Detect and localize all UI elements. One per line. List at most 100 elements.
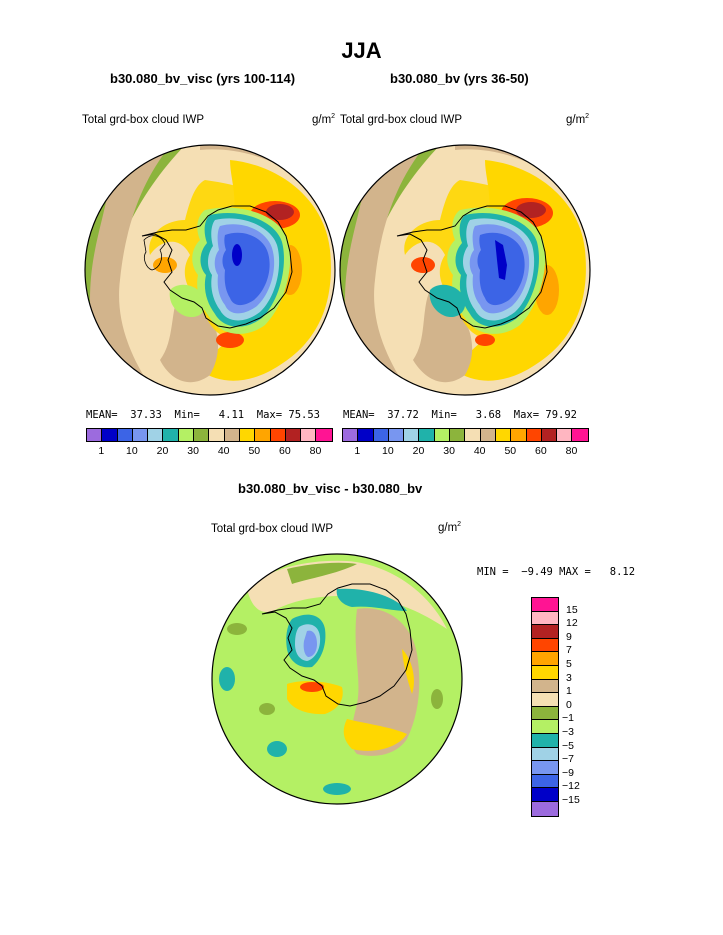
colorbar-tick-label: −9	[562, 766, 574, 779]
colorbar-tick-label: −5	[562, 739, 574, 752]
colorbar-swatch	[532, 693, 558, 707]
right-colorbar-labels: 1 10 20 30 40 50 60 80	[342, 445, 588, 459]
colorbar-tick-label: −15	[562, 794, 580, 806]
colorbar-swatch	[132, 429, 149, 441]
colorbar-swatch	[209, 429, 225, 441]
left-stats: MEAN= 37.33 Min= 4.11 Max= 75.53	[86, 409, 320, 421]
right-variable-label: Total grd-box cloud IWP	[340, 114, 463, 126]
colorbar-tick-label: 40	[473, 445, 486, 457]
colorbar-swatch	[495, 429, 512, 441]
colorbar-swatch	[532, 801, 558, 816]
colorbar-swatch	[532, 720, 558, 734]
colorbar-tick-label: 7	[566, 644, 572, 657]
colorbar-swatch	[239, 429, 256, 441]
right-stats: MEAN= 37.72 Min= 3.68 Max= 79.92	[343, 409, 577, 421]
colorbar-swatch	[163, 429, 179, 441]
colorbar-tick-label: 10	[382, 445, 394, 457]
colorbar-swatch	[388, 429, 405, 441]
right-max-value: 79.92	[545, 409, 577, 421]
left-mean-label: MEAN=	[86, 409, 118, 421]
colorbar-swatch	[450, 429, 466, 441]
colorbar-swatch	[532, 706, 558, 721]
colorbar-swatch	[465, 429, 481, 441]
colorbar-swatch	[404, 429, 420, 441]
colorbar-tick-label: 50	[504, 445, 517, 457]
colorbar-tick-label: 60	[535, 445, 547, 457]
colorbar-swatch	[541, 429, 558, 441]
colorbar-swatch	[532, 679, 558, 694]
right-polar-map	[339, 144, 591, 396]
colorbar-swatch	[532, 747, 558, 762]
colorbar-swatch	[285, 429, 302, 441]
left-mean-value: 37.33	[130, 409, 162, 421]
colorbar-tick-label: 40	[217, 445, 230, 457]
colorbar-swatch	[572, 429, 588, 441]
colorbar-tick-label: −1	[562, 712, 574, 725]
colorbar-tick-label: 30	[443, 445, 455, 457]
colorbar-swatch	[117, 429, 133, 441]
colorbar-swatch	[373, 429, 389, 441]
diff-colorbar-labels: 15 12 9 7 5 3 1 0 −1 −3 −5 −7 −9 −12 −15	[562, 597, 602, 817]
colorbar-tick-label: 20	[156, 445, 169, 457]
colorbar-tick-label: 60	[279, 445, 291, 457]
colorbar-tick-label: 15	[566, 603, 578, 616]
right-max-label: Max=	[513, 409, 540, 421]
colorbar-swatch	[102, 429, 118, 441]
right-units-label: g/m2	[566, 113, 590, 126]
colorbar-swatch	[526, 429, 542, 441]
colorbar-swatch	[532, 665, 558, 680]
left-max-value: 75.53	[288, 409, 320, 421]
colorbar-tick-label: −12	[562, 780, 580, 793]
colorbar-swatch	[532, 761, 558, 775]
left-colorbar-labels: 1 10 20 30 40 50 60 80	[86, 445, 332, 459]
colorbar-tick-label: 10	[126, 445, 138, 457]
right-mean-value: 37.72	[387, 409, 419, 421]
colorbar-swatch	[316, 429, 332, 441]
colorbar-swatch	[87, 429, 103, 441]
colorbar-swatch	[224, 429, 240, 441]
right-colorbar	[342, 428, 589, 442]
right-min-label: Min=	[431, 409, 457, 421]
diff-minmax: MIN = −9.49 MAX = 8.12	[477, 566, 636, 578]
colorbar-swatch	[532, 598, 558, 612]
colorbar-swatch	[194, 429, 210, 441]
colorbar-swatch	[532, 638, 558, 653]
colorbar-tick-label: 1	[566, 685, 572, 698]
left-variable-label: Total grd-box cloud IWP	[82, 114, 205, 126]
colorbar-tick-label: 3	[566, 671, 572, 684]
colorbar-tick-label: 20	[412, 445, 425, 457]
left-max-label: Max=	[256, 409, 283, 421]
colorbar-swatch	[419, 429, 435, 441]
colorbar-swatch	[480, 429, 496, 441]
colorbar-tick-label: 1	[354, 445, 361, 457]
colorbar-tick-label: 0	[566, 698, 572, 711]
colorbar-tick-label: −7	[562, 753, 574, 766]
colorbar-swatch	[532, 625, 558, 639]
colorbar-swatch	[532, 611, 558, 626]
left-colorbar	[86, 428, 333, 442]
right-panel-title: b30.080_bv (yrs 36-50)	[390, 71, 529, 86]
figure-title: JJA	[341, 38, 382, 63]
left-units-label: g/m2	[312, 113, 336, 126]
left-polar-map	[84, 144, 336, 396]
left-min-label: Min=	[174, 409, 200, 421]
colorbar-swatch	[148, 429, 164, 441]
left-panel-title: b30.080_bv_visc (yrs 100-114)	[110, 71, 296, 86]
colorbar-tick-label: 80	[309, 445, 322, 457]
colorbar-tick-label: 80	[565, 445, 578, 457]
colorbar-swatch	[343, 429, 359, 441]
diff-polar-map	[211, 553, 463, 805]
colorbar-tick-label: 50	[248, 445, 261, 457]
colorbar-swatch	[532, 733, 558, 748]
colorbar-swatch	[511, 429, 527, 441]
right-min-value: 3.68	[475, 409, 502, 421]
colorbar-swatch	[557, 429, 573, 441]
diff-units-label: g/m2	[438, 521, 462, 534]
colorbar-tick-label: 5	[566, 658, 572, 670]
colorbar-tick-label: 1	[98, 445, 105, 457]
colorbar-swatch	[255, 429, 271, 441]
colorbar-swatch	[178, 429, 195, 441]
colorbar-swatch	[532, 774, 558, 789]
colorbar-tick-label: −3	[562, 726, 574, 738]
colorbar-swatch	[301, 429, 317, 441]
